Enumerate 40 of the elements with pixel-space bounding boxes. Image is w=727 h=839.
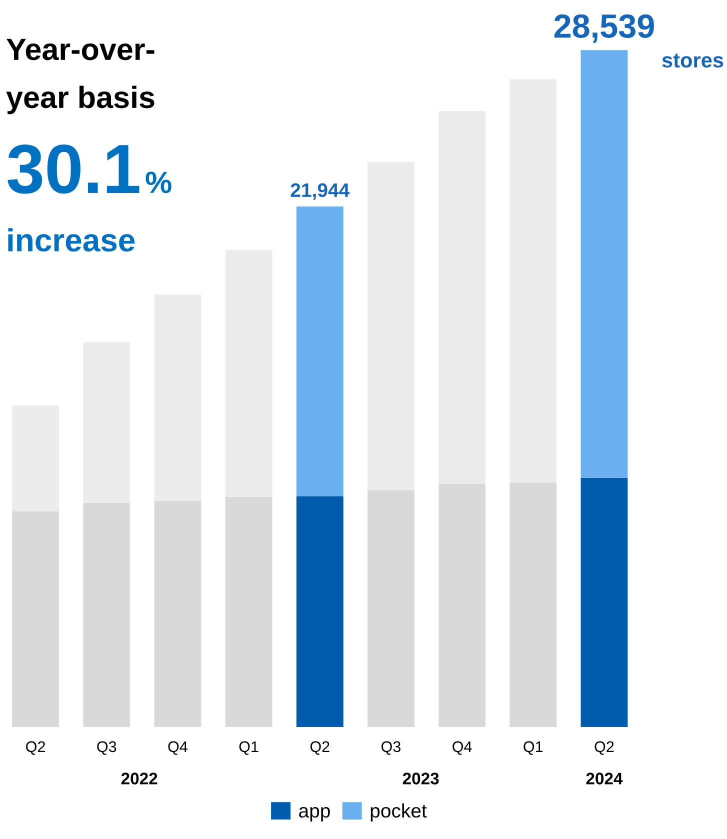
x-tick-label: Q2	[310, 741, 330, 755]
text: 2022	[121, 772, 158, 784]
legend-label: app	[299, 807, 330, 822]
x-tick-label: Q2	[26, 741, 45, 755]
annotation: %	[146, 172, 172, 194]
x-tick-label: Q2	[594, 741, 614, 755]
x-tick-label: Q1	[524, 741, 543, 755]
legend-label: pocket	[370, 803, 427, 822]
annotation: 21,944	[290, 183, 350, 200]
bar	[154, 294, 202, 501]
bar	[12, 511, 59, 727]
x-tick-label: Q1	[239, 741, 258, 755]
bar	[580, 50, 628, 478]
text: 28,539	[554, 14, 654, 43]
bar	[83, 502, 130, 727]
bar	[154, 500, 202, 727]
bar	[296, 206, 344, 496]
annotation: increase	[8, 228, 135, 252]
bar	[580, 478, 628, 727]
bar	[368, 490, 414, 727]
bar	[12, 405, 59, 512]
bar	[83, 342, 130, 503]
bar	[510, 482, 557, 727]
annotation: Year-over-	[6, 38, 154, 60]
x-tick-label: Q3	[97, 741, 116, 755]
bar	[438, 484, 486, 727]
text: stores	[662, 54, 724, 68]
x-tick-label: Q4	[168, 741, 188, 755]
bar	[225, 250, 272, 497]
bar	[296, 496, 344, 727]
x-tick-label: Q3	[382, 741, 400, 755]
text: 2024	[586, 772, 623, 784]
annotation: 30.1	[8, 144, 140, 194]
bar	[510, 79, 557, 483]
text: 2023	[402, 772, 439, 784]
bar	[438, 111, 486, 484]
bar	[225, 496, 272, 727]
x-tick-label: Q4	[452, 741, 472, 755]
annotation: year basis	[6, 86, 154, 114]
bar	[368, 162, 414, 490]
